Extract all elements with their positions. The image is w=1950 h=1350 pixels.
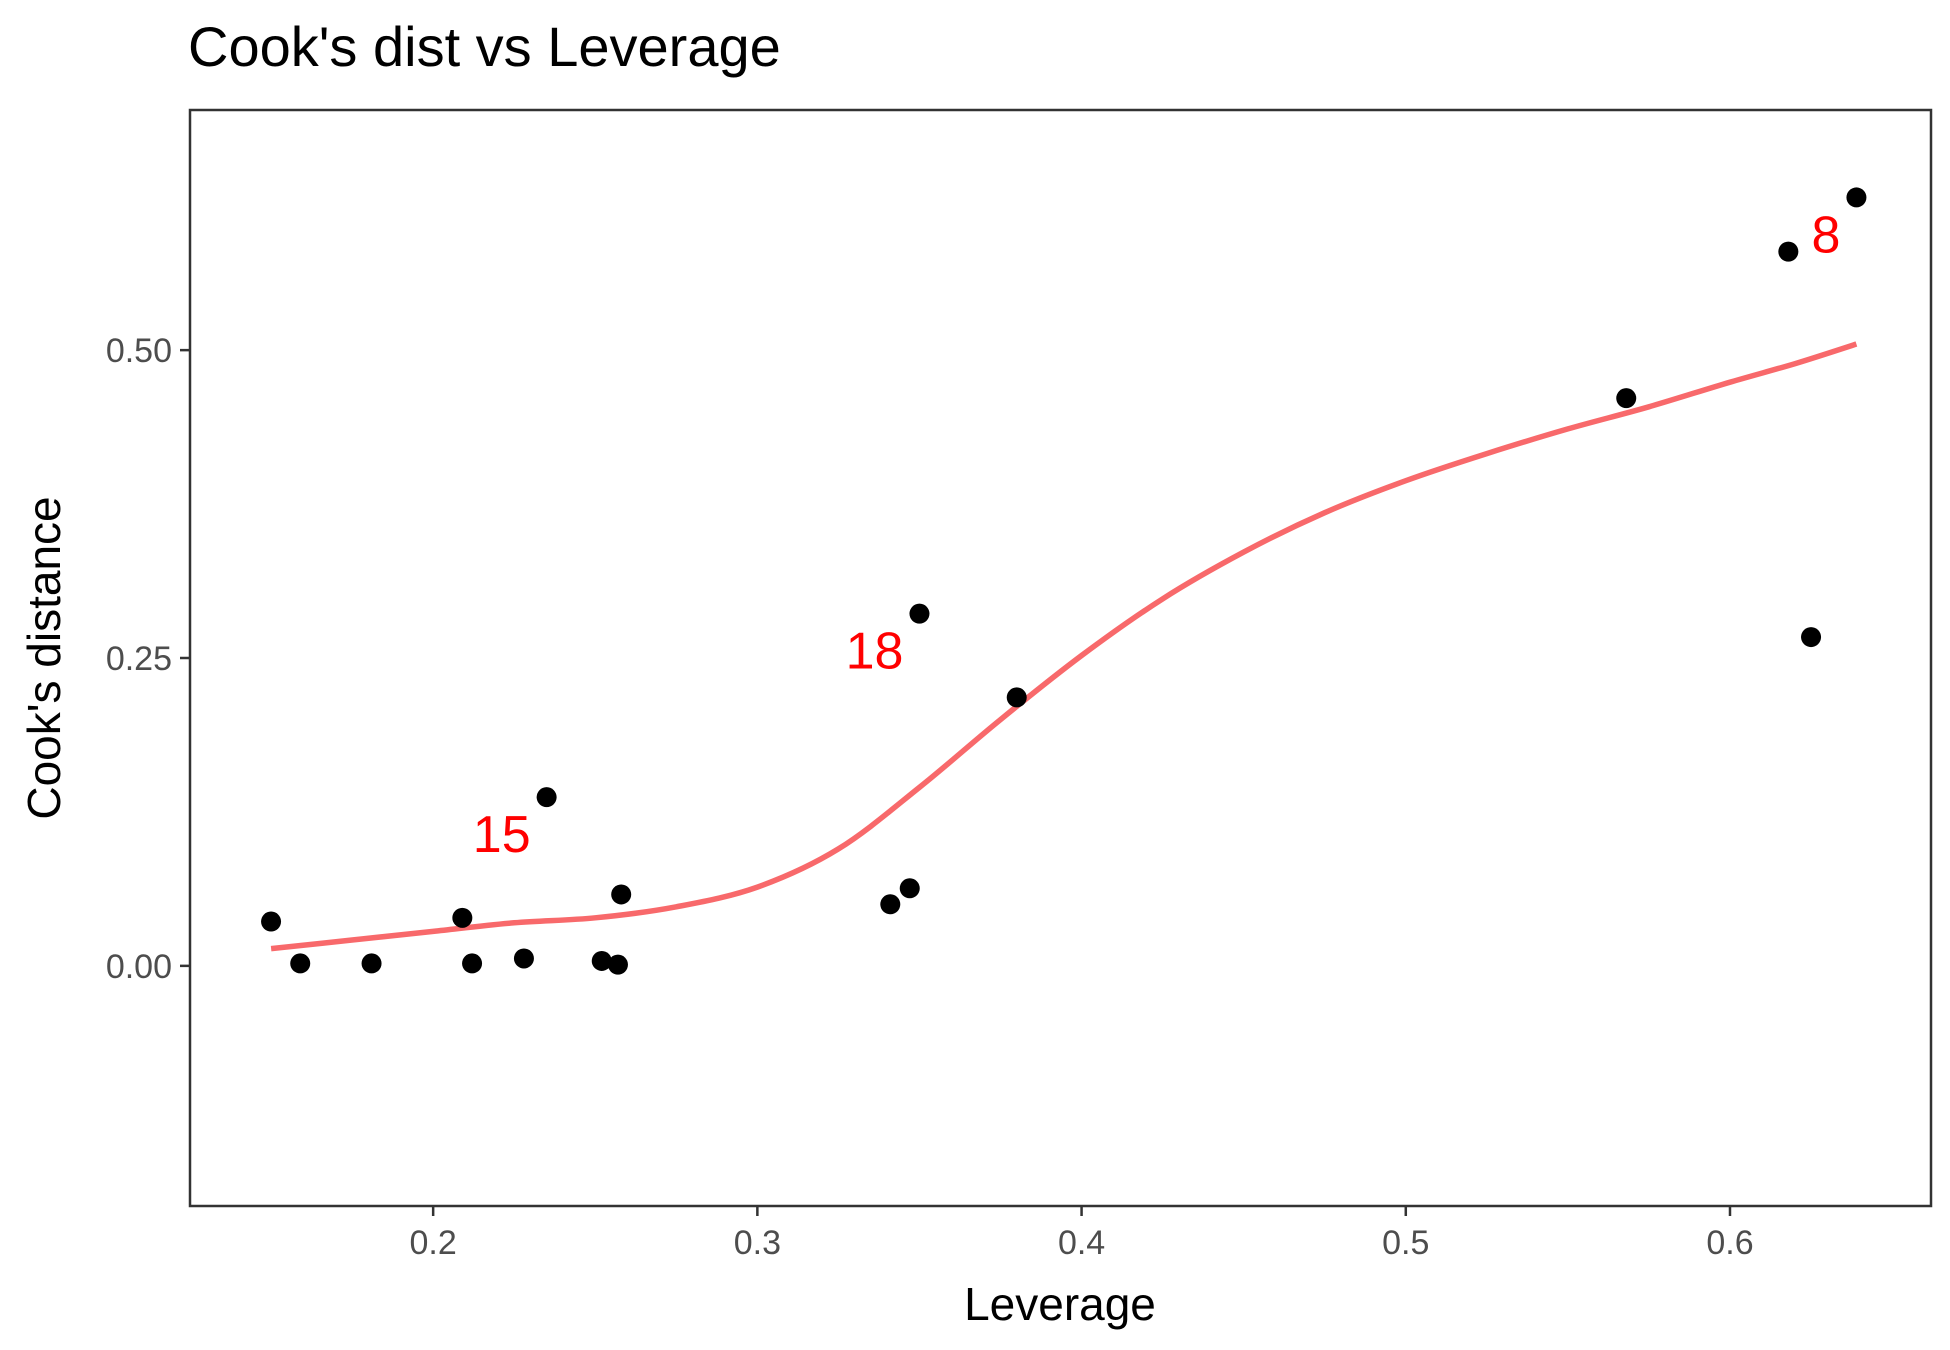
data-point: [909, 603, 930, 624]
data-point: [452, 907, 473, 928]
x-tick-label: 0.4: [1058, 1224, 1105, 1262]
y-tick-label: 0.00: [106, 948, 172, 986]
data-point: [1006, 687, 1027, 708]
x-tick-label: 0.6: [1706, 1224, 1753, 1262]
data-point: [880, 894, 901, 915]
x-axis: 0.2 0.3 0.4 0.5 0.6: [410, 1206, 1754, 1262]
data-point: [607, 954, 628, 975]
y-tick-label: 0.25: [106, 640, 172, 678]
y-axis-title: Cook's distance: [18, 496, 70, 819]
point-label: 15: [473, 806, 531, 864]
chart-title: Cook's dist vs Leverage: [188, 15, 781, 78]
data-point: [361, 953, 382, 974]
point-label: 18: [846, 623, 904, 681]
smooth-layer: [270, 341, 1858, 952]
data-point: [899, 878, 920, 899]
y-axis: 0.00 0.25 0.50: [106, 332, 190, 986]
plot-panel: [188, 108, 1933, 1208]
data-point: [462, 953, 483, 974]
data-point: [1846, 187, 1867, 208]
data-point: [591, 950, 612, 971]
data-point: [611, 884, 632, 905]
x-axis-title: Leverage: [964, 1278, 1156, 1330]
point-label: 8: [1812, 206, 1841, 264]
annotation-layer: 15 18 8: [473, 206, 1841, 864]
x-tick-label: 0.3: [734, 1224, 781, 1262]
points-layer: [261, 187, 1867, 975]
x-tick-label: 0.5: [1382, 1224, 1429, 1262]
data-point: [1801, 627, 1822, 648]
data-point: [536, 787, 557, 808]
x-tick-label: 0.2: [410, 1224, 457, 1262]
data-point: [261, 911, 282, 932]
data-point: [290, 953, 311, 974]
y-tick-label: 0.50: [106, 332, 172, 370]
data-point: [1778, 241, 1799, 262]
smooth-trend-line: [270, 341, 1858, 952]
data-point: [513, 948, 534, 969]
data-point: [1616, 388, 1637, 409]
